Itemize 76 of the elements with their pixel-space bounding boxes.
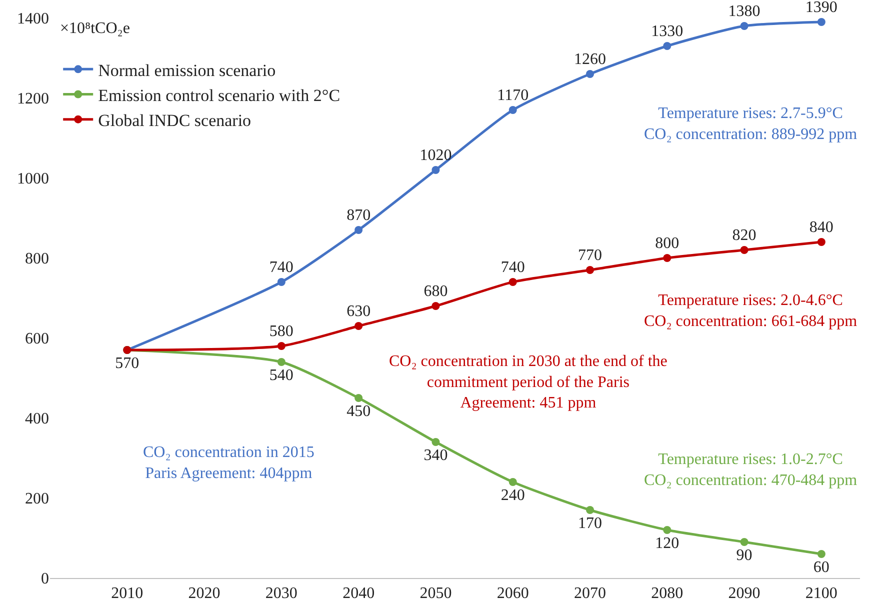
point [432, 166, 440, 174]
data-label: 680 [424, 283, 448, 300]
point [354, 226, 363, 234]
data-label: 60 [813, 559, 830, 576]
data-label: 170 [578, 515, 602, 532]
data-label: 800 [655, 235, 680, 252]
x-tick-label: 2070 [574, 585, 606, 602]
point [277, 358, 286, 366]
y-tick-label: 600 [25, 330, 49, 348]
x-tick-label: 2040 [342, 585, 375, 602]
point [277, 342, 286, 350]
point [817, 238, 826, 246]
data-label: 1390 [805, 0, 838, 16]
data-label: 240 [500, 487, 525, 504]
x-tick-label: 2080 [651, 585, 684, 602]
y-tick-label: 1200 [17, 90, 49, 108]
data-label: 120 [655, 535, 680, 552]
y-tick-label: 0 [41, 570, 49, 588]
point [354, 394, 363, 402]
point [740, 538, 748, 546]
y-tick-label: 800 [25, 250, 49, 268]
point [663, 42, 672, 50]
y-tick-label: 200 [25, 490, 49, 508]
data-label: 580 [269, 323, 294, 340]
x-tick-label: 2050 [420, 585, 452, 602]
data-label: 870 [346, 207, 371, 224]
data-label: 740 [269, 259, 294, 276]
point [432, 302, 440, 310]
y-tick-label: 1400 [17, 10, 49, 28]
point [586, 70, 594, 78]
point [277, 278, 286, 286]
data-label: 630 [346, 303, 371, 320]
point [817, 550, 826, 558]
data-label: 1380 [728, 3, 760, 20]
data-label: 1170 [497, 87, 529, 104]
legend-label: Emission control scenario with 2°C [98, 86, 340, 105]
point [586, 266, 594, 274]
data-label: 1260 [574, 51, 606, 68]
data-label: 770 [578, 247, 602, 264]
point [508, 278, 517, 286]
annotation: CO₂ concentration in 2015 Paris Agreement: 404ppm [143, 444, 314, 482]
data-label: 740 [500, 259, 525, 276]
annotation: Temperature rises: 2.0-4.6°C CO₂ concentration: 661-684 ppm [644, 292, 858, 330]
data-label: 450 [346, 403, 371, 420]
x-tick-label: 2030 [265, 585, 298, 602]
data-label: 1020 [420, 147, 452, 164]
x-tick-label: 2020 [188, 585, 220, 602]
data-label: 840 [809, 219, 834, 236]
data-label: 90 [736, 547, 752, 564]
data-label: 820 [732, 227, 756, 244]
point [740, 246, 748, 254]
x-tick-label: 2100 [805, 585, 838, 602]
point [586, 506, 594, 514]
point [508, 478, 517, 486]
annotation: CO₂ concentration in 2030 at the end of the commitment period of the Paris Agreement: 451 ppm [389, 353, 668, 412]
x-tick-label: 2060 [496, 585, 529, 602]
data-label: 340 [424, 447, 448, 464]
point [663, 526, 672, 534]
annotation: Temperature rises: 1.0-2.7°C CO₂ concentration: 470-484 ppm [644, 451, 858, 489]
legend-label: Global INDC scenario [98, 110, 252, 130]
y-tick-label: 400 [25, 410, 49, 428]
point [817, 18, 826, 26]
annotation: Temperature rises: 2.7-5.9°C CO₂ concentration: 889-992 ppm [644, 105, 858, 143]
y-axis-title: ×10⁸tCO₂e [60, 20, 130, 37]
point [354, 322, 363, 330]
x-tick-label: 2010 [111, 585, 144, 602]
point [432, 438, 440, 446]
y-tick-label: 1000 [17, 170, 49, 188]
legend-label: Normal emission scenario [98, 60, 276, 80]
point [663, 254, 672, 262]
point [508, 106, 517, 114]
data-label: 570 [115, 355, 140, 372]
data-label: 1330 [651, 23, 684, 40]
data-label: 540 [269, 367, 294, 384]
x-tick-label: 2090 [728, 585, 760, 602]
point [740, 22, 748, 30]
